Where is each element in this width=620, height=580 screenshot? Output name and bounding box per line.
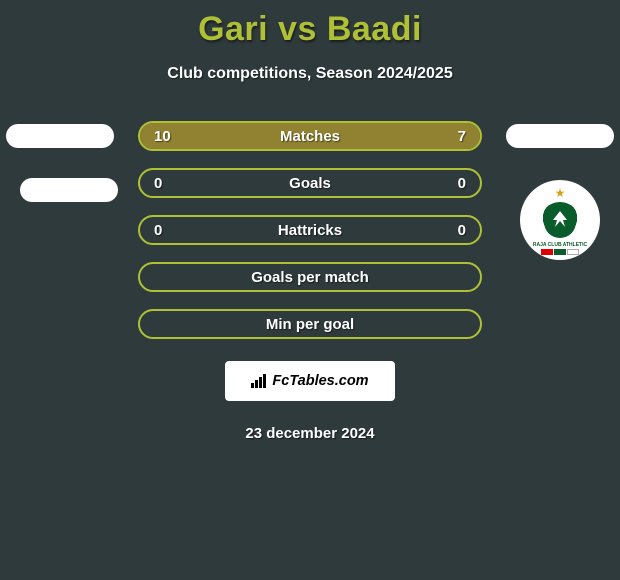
right-team-club-crest: ★ RAJA CLUB ATHLETIC [520,180,600,260]
date-text: 23 december 2024 [0,425,620,442]
left-team-badge-2 [20,178,118,202]
stat-value-right: 0 [458,175,466,192]
stat-value-left: 0 [154,175,162,192]
brand-text: FcTables.com [272,373,368,389]
stat-row-goals-per-match: Goals per match [138,262,482,292]
bar-chart-icon [251,374,266,388]
stat-label: Min per goal [266,316,354,333]
eagle-icon [540,202,580,242]
stat-label: Goals [289,175,331,192]
stat-row-matches: 10 Matches 7 [138,121,482,151]
stat-value-right: 0 [458,222,466,239]
stat-label: Hattricks [278,222,342,239]
stat-row-hattricks: 0 Hattricks 0 [138,215,482,245]
crest-stripes [541,249,579,255]
stat-label: Goals per match [251,269,369,286]
stat-value-left: 0 [154,222,162,239]
stat-label: Matches [280,128,340,145]
left-team-badge-1 [6,124,114,148]
stat-value-left: 10 [154,128,171,145]
page-title: Gari vs Baadi [0,0,620,49]
crest-text: RAJA CLUB ATHLETIC [533,243,587,248]
right-team-badge-1 [506,124,614,148]
star-icon: ★ [555,186,566,200]
brand-box[interactable]: FcTables.com [225,361,395,401]
stat-row-min-per-goal: Min per goal [138,309,482,339]
stat-row-goals: 0 Goals 0 [138,168,482,198]
subtitle: Club competitions, Season 2024/2025 [0,65,620,83]
stat-value-right: 7 [458,128,466,145]
